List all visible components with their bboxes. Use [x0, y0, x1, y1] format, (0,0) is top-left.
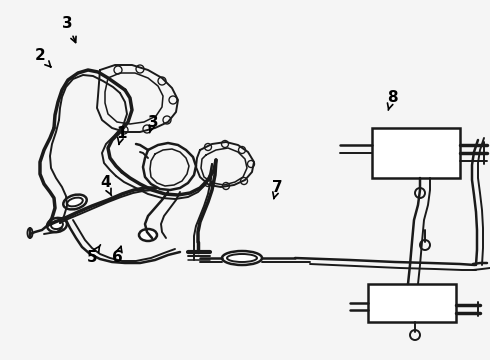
- Bar: [368, 284, 456, 322]
- Text: 1: 1: [116, 126, 127, 144]
- Ellipse shape: [222, 251, 262, 265]
- Text: 5: 5: [87, 245, 100, 265]
- Ellipse shape: [139, 229, 157, 241]
- Text: 3: 3: [62, 16, 76, 42]
- Ellipse shape: [47, 218, 67, 232]
- Text: 7: 7: [271, 180, 282, 199]
- Text: 2: 2: [35, 48, 51, 67]
- Text: 3: 3: [147, 115, 158, 133]
- Ellipse shape: [63, 194, 87, 210]
- Ellipse shape: [27, 228, 32, 238]
- Text: 4: 4: [100, 175, 112, 196]
- Text: 6: 6: [112, 246, 123, 265]
- Text: 8: 8: [387, 90, 397, 110]
- Bar: [372, 128, 460, 178]
